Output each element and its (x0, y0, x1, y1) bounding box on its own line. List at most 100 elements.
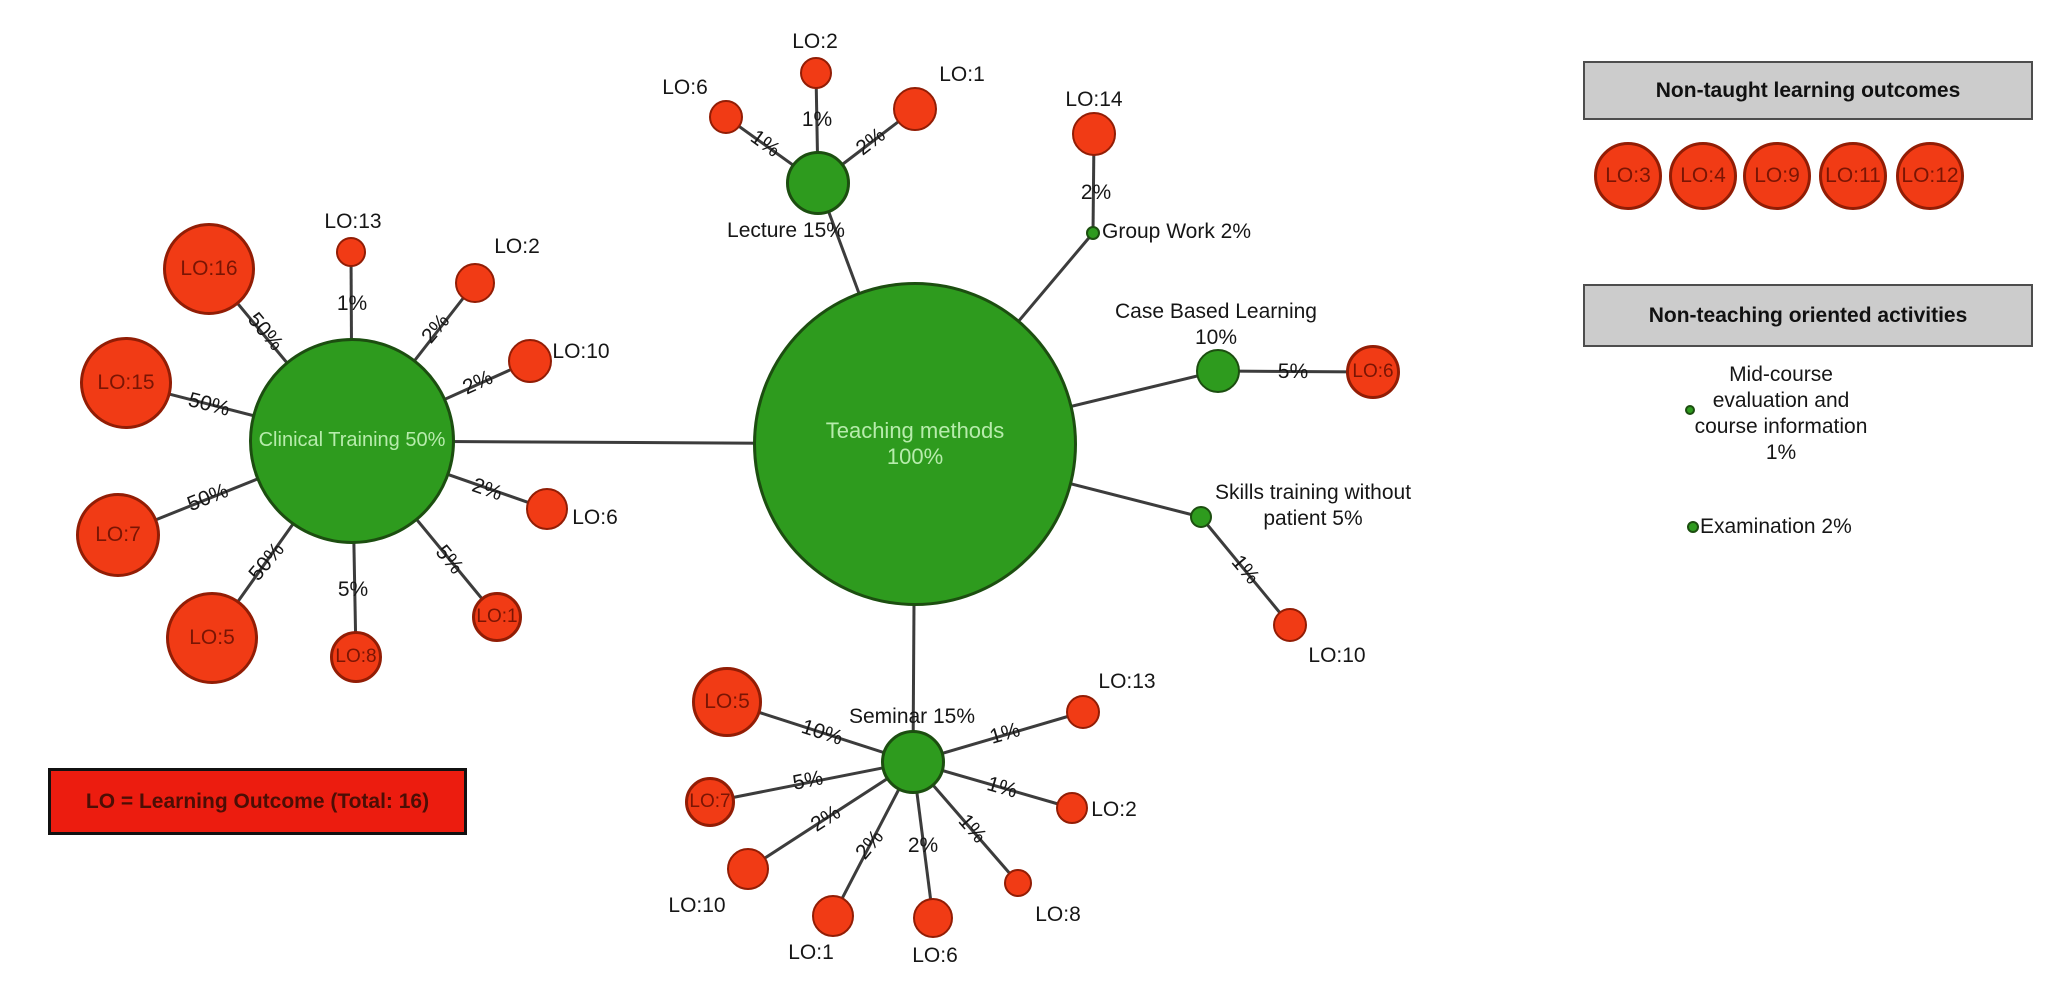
node-label-case-based-learning-line: 10% (1194, 326, 1238, 349)
legend-non-taught-title: Non-taught learning outcomes (1655, 78, 1961, 102)
node-label-seminar-lo10-line: LO:10 (668, 894, 726, 917)
node-label-skills-training-line: patient 5% (1263, 507, 1363, 530)
legend-activity-dot-0 (1685, 405, 1695, 415)
node-seminar-lo5: LO:5 (692, 667, 762, 737)
node-label-lecture-lo2-line: LO:2 (792, 30, 838, 53)
node-label-lecture-lo6: LO:6 (662, 75, 708, 101)
edge-skills-training--skills-lo10 (1199, 516, 1292, 626)
node-seminar-lo7-label: LO:7 (689, 790, 731, 812)
node-teaching: Teaching methods 100% (753, 282, 1077, 606)
node-label-clinical-lo2: LO:2 (494, 234, 540, 260)
legend-outcome-lo4: LO:4 (1669, 142, 1737, 210)
node-label-seminar-lo1-line: LO:1 (788, 941, 834, 964)
node-label-group-work-line: Group Work 2% (1102, 220, 1251, 243)
legend-activity-label-1-line: Examination 2% (1700, 515, 1852, 538)
node-clinical-lo10 (508, 339, 552, 383)
node-cbl-lo6-label: LO:6 (1352, 360, 1394, 382)
legend-outcome-lo11-label: LO:11 (1825, 163, 1881, 187)
edge-label-group-work--groupwork-lo14: 2% (1081, 180, 1111, 206)
legend-outcome-lo12: LO:12 (1896, 142, 1964, 210)
legend-activity-label-0-line: 1% (1765, 441, 1797, 464)
node-skills-training (1190, 506, 1212, 528)
node-label-seminar-lo6: LO:6 (912, 943, 958, 969)
node-label-groupwork-lo14: LO:14 (1065, 87, 1122, 113)
edge-label-group-work--groupwork-lo14-line: 2% (1080, 181, 1112, 204)
node-label-seminar-lo6-line: LO:6 (912, 944, 958, 967)
node-seminar-lo10 (727, 848, 769, 890)
node-clinical-lo16: LO:16 (163, 223, 255, 315)
node-label-case-based-learning: Case Based Learning 10% (1115, 299, 1317, 351)
node-teaching-label: 100% (886, 444, 944, 469)
edge-label-lecture--lecture-lo2: 1% (802, 107, 832, 133)
node-clinical-lo15-label: LO:15 (97, 370, 155, 394)
node-clinical-lo8-label: LO:8 (335, 645, 377, 667)
node-group-work (1086, 226, 1100, 240)
edge-seminar--seminar-lo7 (709, 760, 914, 804)
node-label-seminar-lo8-line: LO:8 (1035, 903, 1081, 926)
node-label-seminar-lo1: LO:1 (788, 940, 834, 966)
node-lecture-lo1 (893, 87, 937, 131)
node-lecture (786, 151, 850, 215)
node-clinical-lo8: LO:8 (330, 631, 382, 683)
node-label-seminar-line: Seminar 15% (848, 705, 976, 728)
node-clinical-lo5: LO:5 (166, 592, 258, 684)
edge-label-case-based-learning--cbl-lo6: 5% (1278, 359, 1309, 385)
node-label-lecture-line: Lecture 15% (727, 219, 845, 242)
legend-activity-label-0-line: Mid-course (1729, 363, 1833, 386)
node-label-group-work: Group Work 2% (1102, 219, 1251, 245)
node-label-seminar-lo2-line: LO:2 (1091, 798, 1137, 821)
legend-non-teaching-title: Non-teaching oriented activities (1648, 303, 1968, 327)
legend-outcome-lo3-label: LO:3 (1605, 163, 1651, 187)
node-seminar-lo5-label: LO:5 (704, 689, 750, 713)
lo-note-box: LO = Learning Outcome (Total: 16) (48, 768, 467, 835)
node-case-based-learning (1196, 349, 1240, 393)
node-label-skills-lo10-line: LO:10 (1308, 644, 1366, 667)
node-lecture-lo2 (800, 57, 832, 89)
node-label-clinical-lo2-line: LO:2 (494, 235, 540, 258)
node-label-lecture-lo6-line: LO:6 (662, 76, 708, 99)
legend-outcome-lo4-label: LO:4 (1680, 163, 1726, 187)
node-clinical-lo15: LO:15 (80, 337, 172, 429)
legend-outcome-lo12-label: LO:12 (1901, 163, 1959, 187)
node-label-lecture: Lecture 15% (727, 218, 845, 244)
legend-outcome-lo3: LO:3 (1594, 142, 1662, 210)
node-clinical-lo7-label: LO:7 (95, 522, 141, 546)
node-label-case-based-learning-line: Case Based Learning (1115, 300, 1317, 323)
edge-label-seminar--seminar-lo6-line: 2% (907, 834, 939, 857)
legend-activity-dot-1 (1687, 521, 1699, 533)
node-label-seminar-lo13-line: LO:13 (1098, 670, 1156, 693)
node-seminar-lo8 (1004, 869, 1032, 897)
edge-label-seminar--seminar-lo6: 2% (908, 833, 938, 859)
node-seminar-lo13 (1066, 695, 1100, 729)
node-clinical-lo13 (336, 237, 366, 267)
node-clinical-lo7: LO:7 (76, 493, 160, 577)
node-skills-lo10 (1273, 608, 1307, 642)
node-label-groupwork-lo14-line: LO:14 (1065, 88, 1123, 111)
node-label-seminar-lo13: LO:13 (1098, 669, 1155, 695)
legend-outcome-lo9: LO:9 (1743, 142, 1811, 210)
node-label-skills-lo10: LO:10 (1308, 643, 1365, 669)
node-seminar (881, 730, 945, 794)
node-seminar-lo1 (812, 895, 854, 937)
legend-non-teaching-box: Non-teaching oriented activities (1583, 284, 2033, 347)
node-seminar-lo6 (913, 898, 953, 938)
node-seminar-lo2 (1056, 792, 1088, 824)
node-label-clinical-lo6-line: LO:6 (572, 506, 618, 529)
legend-non-taught-box: Non-taught learning outcomes (1583, 61, 2033, 120)
node-clinical-lo2 (455, 263, 495, 303)
node-clinical-lo1: LO:1 (472, 592, 522, 642)
node-clinical-lo5-label: LO:5 (189, 625, 235, 649)
node-seminar-lo7: LO:7 (685, 777, 735, 827)
node-label-clinical-lo6: LO:6 (572, 505, 618, 531)
legend-outcome-lo9-label: LO:9 (1754, 163, 1800, 187)
node-label-lecture-lo1: LO:1 (939, 62, 985, 88)
node-clinical-training-label: Clinical Training 50% (258, 429, 446, 452)
node-label-seminar-lo8: LO:8 (1035, 902, 1081, 928)
legend-activity-label-0-line: evaluation and (1712, 389, 1850, 412)
node-cbl-lo6: LO:6 (1346, 345, 1400, 399)
node-label-clinical-lo10: LO:10 (552, 339, 609, 365)
node-label-seminar-lo10: LO:10 (668, 893, 725, 919)
node-clinical-training: Clinical Training 50% (249, 338, 455, 544)
node-label-skills-training: Skills training without patient 5% (1215, 480, 1411, 532)
